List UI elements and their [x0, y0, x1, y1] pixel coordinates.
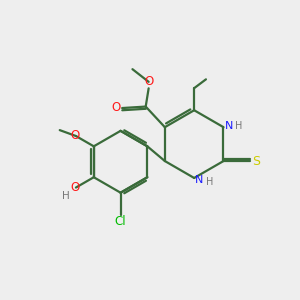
Text: S: S	[253, 154, 260, 167]
Text: N: N	[225, 121, 233, 131]
Text: O: O	[144, 75, 153, 88]
Text: H: H	[235, 121, 242, 131]
Text: O: O	[70, 181, 80, 194]
Text: Cl: Cl	[115, 215, 126, 228]
Text: H: H	[206, 176, 213, 187]
Text: O: O	[111, 101, 120, 114]
Text: O: O	[71, 129, 80, 142]
Text: H: H	[62, 191, 70, 201]
Text: N: N	[195, 175, 204, 185]
